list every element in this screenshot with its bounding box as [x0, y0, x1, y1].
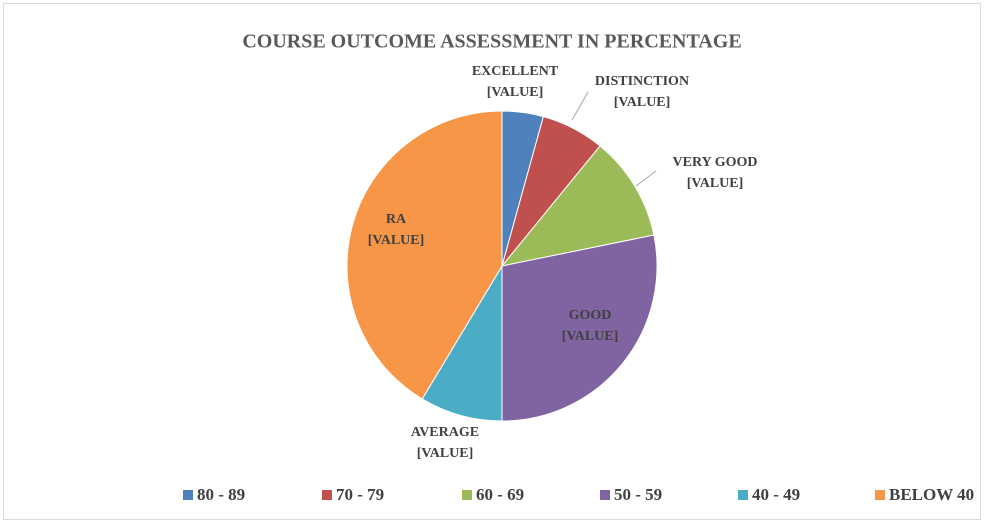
- legend-swatch: [738, 490, 748, 500]
- legend-label: 80 - 89: [197, 485, 245, 504]
- data-label: [VALUE]: [487, 85, 544, 100]
- data-label: [VALUE]: [417, 446, 474, 461]
- slice-name: VERY GOOD: [673, 155, 758, 170]
- legend-swatch: [183, 490, 193, 500]
- pie-slice: [421, 264, 503, 422]
- pie-slice: [501, 234, 658, 422]
- data-label: [VALUE]: [562, 329, 619, 344]
- leader-line: [571, 91, 589, 121]
- legend-swatch: [875, 490, 885, 500]
- data-label: [VALUE]: [687, 176, 744, 191]
- legend-label: 60 - 69: [476, 485, 524, 504]
- legend-swatch: [462, 490, 472, 500]
- pie-slice: [346, 110, 503, 400]
- chart-title: COURSE OUTCOME ASSESSMENT IN PERCENTAGE: [242, 31, 741, 53]
- data-label: [VALUE]: [614, 95, 671, 110]
- pie-slice: [500, 145, 655, 267]
- legend-swatch: [600, 490, 610, 500]
- leader-line: [635, 170, 657, 187]
- legend-label: 50 - 59: [614, 485, 662, 504]
- slice-name: EXCELLENT: [472, 64, 559, 79]
- data-label: [VALUE]: [368, 233, 425, 248]
- slice-name: DISTINCTION: [595, 74, 689, 89]
- legend-label: BELOW 40: [889, 485, 974, 504]
- slice-name: GOOD: [569, 308, 612, 323]
- slice-name: AVERAGE: [411, 425, 479, 440]
- slice-name: RA: [386, 212, 407, 227]
- legend-swatch: [322, 490, 332, 500]
- legend-label: 40 - 49: [752, 485, 800, 504]
- legend-label: 70 - 79: [336, 485, 384, 504]
